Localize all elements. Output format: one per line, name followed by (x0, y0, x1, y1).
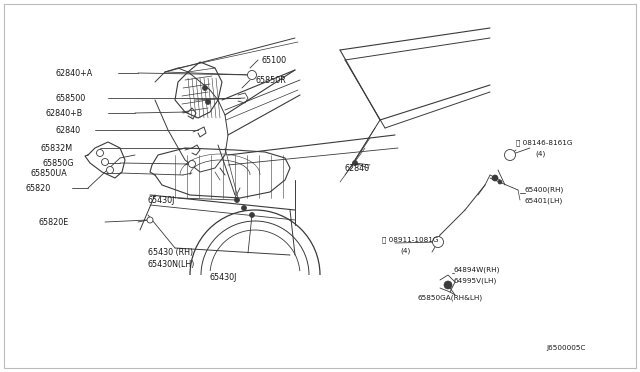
Text: (4): (4) (400, 248, 410, 254)
Text: 65430J: 65430J (210, 273, 237, 282)
Text: 65820E: 65820E (38, 218, 68, 227)
Circle shape (205, 99, 211, 105)
Text: 65100: 65100 (262, 55, 287, 64)
Circle shape (435, 238, 442, 246)
Circle shape (248, 71, 257, 80)
Text: 62840: 62840 (345, 164, 370, 173)
Text: 62840+B: 62840+B (45, 109, 83, 118)
Text: 65430N(LH): 65430N(LH) (148, 260, 195, 269)
Text: 62840: 62840 (55, 125, 80, 135)
Circle shape (102, 158, 109, 166)
Circle shape (498, 180, 502, 184)
Circle shape (504, 150, 515, 160)
Circle shape (444, 281, 452, 289)
Text: 65400(RH): 65400(RH) (525, 187, 564, 193)
Text: 65850GA(RH&LH): 65850GA(RH&LH) (418, 295, 483, 301)
Circle shape (147, 217, 153, 223)
Text: (4): (4) (535, 151, 545, 157)
Text: 65850R: 65850R (255, 76, 285, 84)
Text: Ⓑ 08146-8161G: Ⓑ 08146-8161G (516, 140, 573, 146)
Text: 65850G: 65850G (42, 158, 74, 167)
Text: J6500005C: J6500005C (546, 345, 586, 351)
Text: 65430J: 65430J (148, 196, 175, 205)
Circle shape (433, 237, 444, 247)
Circle shape (241, 205, 246, 211)
Text: 65401(LH): 65401(LH) (525, 198, 563, 204)
Circle shape (250, 212, 255, 218)
Circle shape (353, 160, 358, 166)
Circle shape (506, 151, 513, 158)
Text: 658500: 658500 (55, 93, 85, 103)
Circle shape (492, 175, 498, 181)
Text: 65850UA: 65850UA (30, 169, 67, 177)
Circle shape (234, 198, 239, 202)
Circle shape (97, 150, 104, 157)
Text: 65820: 65820 (25, 183, 51, 192)
Circle shape (202, 86, 207, 90)
Text: 65832M: 65832M (40, 144, 72, 153)
Circle shape (106, 167, 113, 173)
Circle shape (189, 160, 195, 167)
Text: 65430 (RH): 65430 (RH) (148, 248, 193, 257)
Text: 64894W(RH): 64894W(RH) (454, 267, 500, 273)
Text: Ⓝ 08911-1081G: Ⓝ 08911-1081G (382, 237, 438, 243)
Text: 62840+A: 62840+A (55, 68, 92, 77)
Text: 64995V(LH): 64995V(LH) (454, 278, 497, 284)
